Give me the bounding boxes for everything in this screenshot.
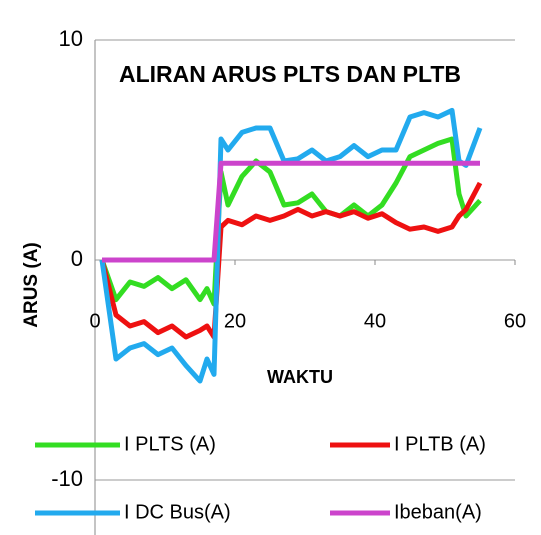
chart-title: ALIRAN ARUS PLTS DAN PLTB [119,61,461,87]
y-tick-label: 0 [71,246,83,271]
x-tick-label: 0 [89,310,100,332]
legend-label: I DC Bus(A) [124,501,231,523]
x-axis-label: WAKTU [267,367,333,387]
legend-label: I PLTB (A) [394,433,486,455]
series-line [99,136,482,307]
y-tick-label: 10 [59,26,83,51]
series-line [99,181,483,340]
x-tick-label: 40 [364,310,386,332]
series-line [102,160,480,263]
x-tick-label: 60 [504,310,526,332]
legend-label: Ibeban(A) [394,501,482,523]
x-tick-label: 20 [224,310,246,332]
y-axis-label: ARUS (A) [21,242,42,328]
y-tick-label: -10 [51,466,83,491]
legend-label: I PLTS (A) [124,433,216,455]
